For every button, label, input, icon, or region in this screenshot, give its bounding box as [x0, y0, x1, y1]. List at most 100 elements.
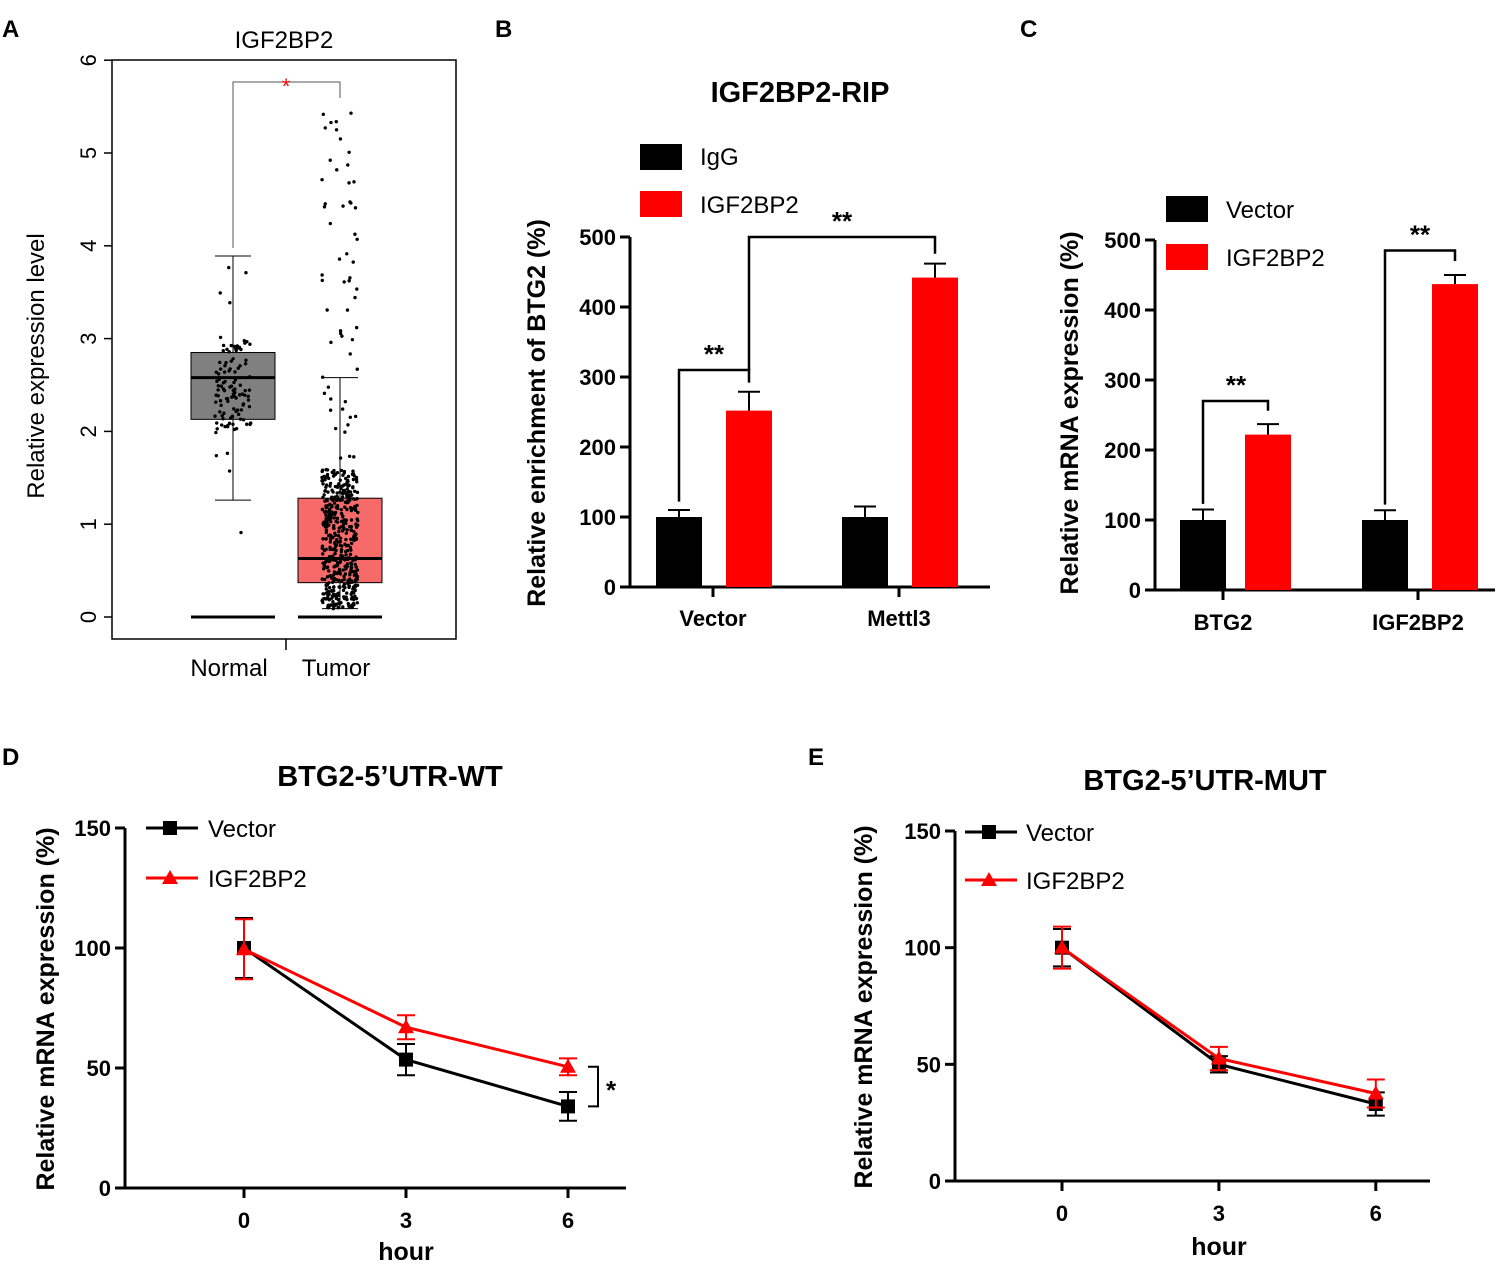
chart-a-point — [335, 571, 339, 576]
chart-a-point — [348, 276, 352, 280]
chart-c-xtick-igf2bp2: IGF2BP2 — [1372, 610, 1464, 635]
chart-a-point — [356, 510, 360, 515]
chart-a-point — [219, 384, 224, 388]
chart-e-legend-marker-igf2bp2 — [981, 872, 997, 886]
chart-a-point — [324, 513, 328, 517]
chart-a-point — [341, 605, 345, 609]
chart-a-point — [350, 595, 354, 600]
chart-a-point — [349, 541, 354, 546]
chart-a-point — [327, 569, 331, 573]
chart-a-point — [350, 337, 355, 342]
chart-a-point — [348, 498, 352, 502]
chart-a-point — [349, 537, 353, 541]
chart-e-line-vector — [1061, 946, 1377, 1106]
chart-a-point — [344, 537, 348, 542]
chart-a-point — [334, 505, 338, 510]
chart-a-ytick-label: 1 — [76, 518, 101, 530]
chart-a-point — [330, 588, 334, 593]
chart-a-point — [326, 385, 331, 389]
chart-a-point — [218, 410, 222, 414]
chart-marks: 01234560100200300400500****0100200300400… — [74, 54, 1495, 1233]
chart-e-legend-vector: Vector — [1026, 820, 1094, 847]
chart-a-point — [344, 482, 348, 486]
chart-d-xtick-label: 0 — [238, 1208, 250, 1233]
chart-e-legend-marker-vector — [982, 825, 996, 839]
chart-b-bar-igg-mettl3 — [842, 517, 888, 587]
chart-a-point — [320, 598, 324, 603]
chart-a-point — [322, 510, 327, 514]
chart-c-bar-vector-btg2 — [1180, 520, 1226, 590]
chart-c-xtick-btg2: BTG2 — [1194, 610, 1253, 635]
chart-d-ytick-label: 150 — [74, 816, 111, 841]
chart-a-point — [218, 399, 223, 403]
chart-a-point — [338, 329, 343, 333]
chart-a-point — [351, 260, 355, 264]
chart-b-bar-igg-vector — [656, 517, 702, 587]
chart-a-point — [235, 344, 239, 348]
chart-c-sig-mark-1: ** — [1226, 370, 1247, 400]
chart-a-point — [331, 474, 336, 478]
chart-a-point — [320, 178, 324, 182]
chart-a-point — [336, 593, 341, 597]
chart-a-point — [324, 587, 328, 591]
chart-a-point — [342, 574, 346, 579]
chart-a-point — [342, 471, 346, 475]
chart-a-point — [339, 549, 344, 554]
chart-a-point — [243, 362, 248, 366]
chart-a-point — [332, 570, 337, 574]
chart-a-xtick-normal: Normal — [190, 655, 267, 682]
chart-a-point — [339, 484, 343, 489]
chart-a-point — [243, 393, 247, 397]
chart-a-point — [214, 453, 219, 458]
chart-a-point — [352, 180, 356, 184]
chart-a-point — [232, 380, 236, 385]
chart-a-point — [349, 111, 353, 115]
chart-a-point — [351, 477, 356, 482]
chart-b-bar-igf2bp2-mettl3 — [912, 277, 958, 587]
chart-a-point — [322, 565, 327, 569]
chart-a-point — [337, 568, 342, 573]
chart-b-ytick-label: 200 — [579, 435, 616, 460]
chart-a-point — [324, 483, 329, 487]
chart-a-point — [232, 407, 236, 411]
panel-label-d: D — [2, 744, 19, 771]
chart-a-point — [324, 537, 328, 541]
chart-c-ytick-label: 100 — [1104, 508, 1141, 533]
chart-a-point — [338, 137, 343, 141]
chart-a-point — [340, 579, 344, 583]
chart-a-point — [246, 398, 251, 402]
chart-b-sig-mark-2: ** — [832, 206, 853, 236]
chart-a-point — [222, 370, 227, 374]
chart-a-ytick-label: 4 — [76, 240, 101, 252]
chart-a-point — [327, 507, 332, 511]
chart-a-point — [241, 418, 246, 422]
chart-a-xtick-tumor: Tumor — [302, 655, 370, 682]
chart-a-point — [338, 490, 342, 494]
chart-a-point — [351, 497, 356, 501]
chart-a-ytick-label: 3 — [76, 332, 101, 344]
chart-a-point — [347, 585, 351, 590]
chart-a-point — [247, 388, 252, 392]
chart-a-point — [218, 367, 223, 371]
chart-a-point — [348, 415, 353, 419]
chart-a-point — [354, 325, 359, 330]
chart-a-point — [239, 347, 243, 352]
chart-a-point — [234, 409, 238, 414]
chart-a-point — [345, 528, 349, 532]
chart-a-point — [248, 422, 252, 427]
chart-a-point — [233, 387, 237, 391]
chart-a-point — [335, 491, 339, 495]
chart-d-xlabel: hour — [378, 1238, 434, 1266]
chart-a-point — [216, 394, 220, 398]
chart-a-point — [355, 490, 360, 495]
chart-a-point — [345, 252, 349, 256]
chart-d-ytick-label: 0 — [99, 1176, 111, 1201]
chart-a-point — [334, 128, 339, 132]
chart-a-ytick-label: 6 — [76, 54, 101, 66]
chart-a-point — [323, 577, 327, 582]
chart-a-point — [236, 366, 240, 370]
panel-label-e: E — [808, 744, 824, 771]
chart-a-point — [338, 536, 343, 540]
chart-a-point — [355, 518, 360, 523]
